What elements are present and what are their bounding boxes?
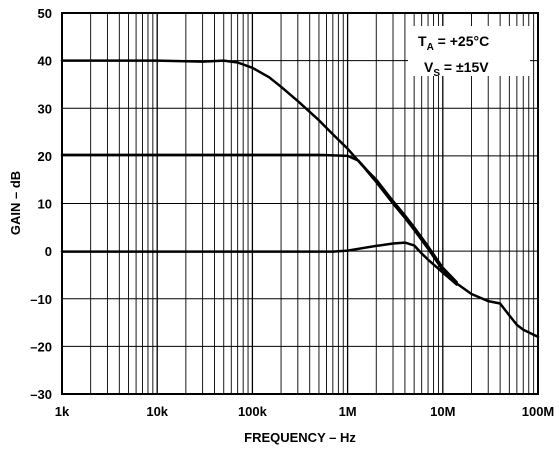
annotation-background: [408, 26, 530, 76]
y-tick-label: –20: [30, 339, 52, 354]
x-tick-label: 1k: [55, 404, 70, 419]
annotation-text: VS = ±15V: [424, 59, 489, 79]
annotation-text: TA = +25°C: [418, 33, 489, 53]
x-tick-label: 10k: [146, 404, 168, 419]
y-tick-label: –10: [30, 292, 52, 307]
y-tick-label: 20: [38, 149, 52, 164]
x-axis-label: FREQUENCY – Hz: [244, 430, 356, 445]
x-tick-label: 10M: [430, 404, 455, 419]
tick-labels: 1k 10k 100k 1M 10M 100M 50 40 30 20 10 0 –10 –20 –30: [30, 6, 554, 419]
y-tick-label: 50: [38, 6, 52, 21]
y-axis-label: GAIN – dB: [8, 171, 23, 235]
series-line-3: [60, 241, 458, 286]
data-series: [60, 59, 540, 339]
x-tick-label: 1M: [339, 404, 357, 419]
y-tick-label: 30: [38, 101, 52, 116]
grid: [62, 13, 538, 394]
y-tick-label: 10: [38, 197, 52, 212]
x-tick-label: 100k: [238, 404, 268, 419]
y-tick-label: –30: [30, 387, 52, 402]
conditions-annotation: TA = +25°C VS = ±15V: [408, 26, 530, 79]
x-tick-label: 100M: [522, 404, 555, 419]
plot-frame: [61, 12, 539, 395]
y-tick-label: 0: [45, 244, 52, 259]
y-tick-label: 40: [38, 54, 52, 69]
series-line-1: [60, 59, 540, 339]
series-line-2: [60, 153, 458, 284]
